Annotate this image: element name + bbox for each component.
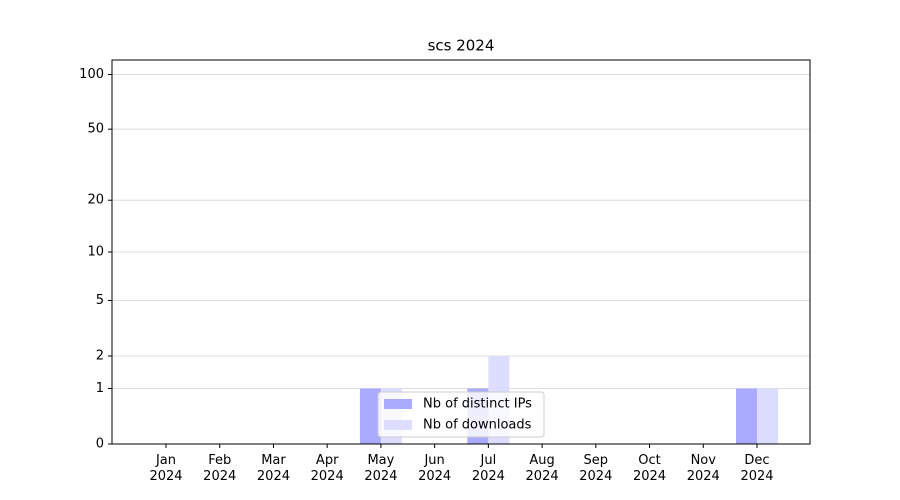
y-tick-label: 20 — [87, 193, 104, 208]
legend-label: Nb of downloads — [423, 418, 532, 433]
x-tick-label: Sep 2024 — [579, 453, 613, 484]
chart-title: scs 2024 — [428, 37, 495, 55]
x-tick-label: Oct 2024 — [632, 453, 667, 484]
y-tick-label: 100 — [79, 67, 104, 82]
y-tick-label: 5 — [96, 293, 104, 308]
x-tick-label: Aug 2024 — [525, 453, 559, 484]
y-tick-label: 0 — [96, 437, 104, 452]
bar — [736, 388, 757, 444]
x-tick-label: May 2024 — [364, 453, 398, 484]
x-tick-label: Dec 2024 — [740, 453, 774, 484]
x-tick-label: Jan 2024 — [149, 453, 183, 484]
x-tick-label: Apr 2024 — [310, 453, 344, 484]
x-tick-label: Feb 2024 — [203, 453, 237, 484]
x-tick-label: Mar 2024 — [256, 453, 290, 484]
y-tick-label: 1 — [96, 381, 104, 396]
legend-swatch — [384, 420, 412, 430]
x-tick-label: Nov 2024 — [686, 453, 720, 484]
legend-swatch — [384, 399, 412, 409]
y-tick-label: 2 — [96, 349, 104, 364]
x-tick-label: Jun 2024 — [418, 453, 452, 484]
y-tick-label: 50 — [87, 122, 104, 137]
x-tick-label: Jul 2024 — [471, 453, 505, 484]
legend-box — [377, 391, 545, 438]
plot-frame — [111, 59, 811, 445]
legend-label: Nb of distinct IPs — [423, 397, 532, 412]
bar — [757, 388, 778, 444]
y-tick-label: 10 — [87, 245, 104, 260]
bar — [359, 388, 381, 444]
